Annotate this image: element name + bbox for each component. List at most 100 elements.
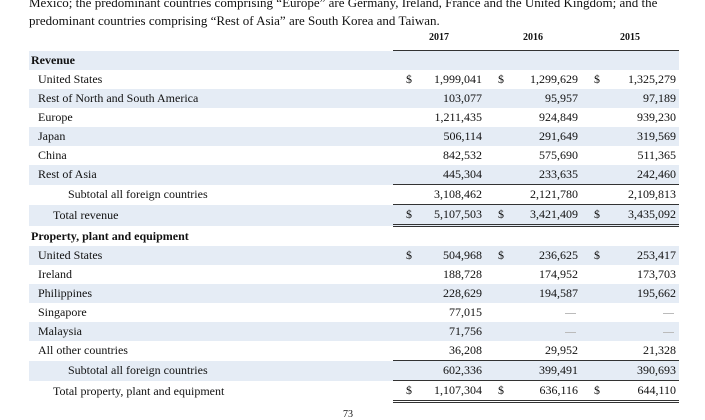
subtotal-2015: 2,109,813 [601,184,679,205]
value-2016: 233,635 [505,165,581,185]
value-2015: 242,460 [601,165,679,185]
value-2015: 1,325,279 [628,72,676,86]
ppe-heading-row: Property, plant and equipment [29,226,679,247]
value-2016: 291,649 [505,127,581,146]
dollar-sign [581,89,601,108]
value-2015: 511,365 [637,148,676,162]
row-label: Rest of North and South America [29,89,393,108]
dollar-sign [581,146,601,165]
total-2017: 1,107,304 [413,380,485,403]
value-2016: 174,952 [539,267,578,281]
dollar-sign: $ [498,72,504,86]
value-2017: 36,208 [449,343,482,357]
year-header-row: 2017 2016 2015 [29,29,679,51]
subtotal-2015: 390,693 [601,360,679,381]
value-2017: 1,999,041 [434,72,482,86]
dollar-sign [485,284,505,303]
ppe-subtotal-row: Subtotal all foreign countries 602,336 399… [29,360,679,381]
dash-mark [565,331,576,333]
dollar-sign [581,265,601,284]
dollar-sign [485,146,505,165]
dollar-sign [581,108,601,127]
row-label: Rest of Asia [29,165,393,185]
value-2016: 194,587 [505,284,581,303]
row-label: Europe [38,110,73,124]
row-label: Malaysia [29,322,393,341]
empty-value [505,303,581,322]
row-label: All other countries [38,343,128,358]
value-2017: 103,077 [413,89,485,108]
intro-line-1: Mexico; the predominant countries compri… [29,0,658,10]
value-2016: 575,690 [539,148,578,162]
dollar-sign [485,108,505,127]
value-2017: 506,114 [413,127,485,146]
ppe-row: All other countries 36,208 29,952 21,328 [29,341,679,361]
total-label: Total property, plant and equipment [53,383,225,398]
value-2017: 228,629 [413,284,485,303]
total-2017: 5,107,503 [413,204,485,227]
ppe-total-row: Total property, plant and equipment $1,10… [29,380,679,403]
ppe-row: United States $504,968 $236,625 $253,417 [29,246,679,265]
dollar-sign [485,322,505,341]
row-label: United States [29,246,393,265]
value-2017: 71,756 [413,322,485,341]
subtotal-2017: 3,108,462 [413,184,485,205]
row-label: Japan [29,127,393,146]
revenue-subtotal-row: Subtotal all foreign countries 3,108,462 2… [29,184,679,205]
value-2017: 842,532 [443,148,482,162]
ppe-row: Malaysia 71,756 [29,322,679,341]
dollar-sign [485,265,505,284]
row-label: Ireland [38,267,72,281]
dollar-sign [581,360,601,381]
dollar-sign: $ [485,246,505,265]
year-header-2017: 2017 [393,29,485,51]
dollar-sign [485,89,505,108]
dollar-sign [485,127,505,146]
value-2016: 1,299,629 [530,72,578,86]
revenue-row: Japan 506,114 291,649 319,569 [29,127,679,146]
subtotal-label: Subtotal all foreign countries [68,187,208,201]
dollar-sign [393,360,413,381]
page-number: 73 [343,409,353,420]
dollar-sign [581,165,601,185]
dollar-sign [393,89,413,108]
value-2016: 924,849 [539,110,578,124]
dollar-sign [485,165,505,185]
value-2017: 1,211,435 [434,110,482,124]
dollar-sign [485,360,505,381]
value-2015: 21,328 [643,343,676,357]
value-2016: 95,957 [505,89,581,108]
dollar-sign: $ [581,246,601,265]
dollar-sign [485,303,505,322]
dollar-sign [393,322,413,341]
total-label: Total revenue [29,204,393,226]
total-2016: 3,421,409 [505,204,581,227]
ppe-row: Singapore 77,015 [29,303,679,322]
subtotal-2016: 399,491 [505,360,581,381]
value-2015: 173,703 [637,267,676,281]
revenue-row: United States $1,999,041 $1,299,629 $1,325,… [29,70,679,89]
row-label: United States [38,72,103,86]
dollar-sign: $ [485,380,505,403]
dollar-sign: $ [594,72,600,86]
dollar-sign: $ [393,204,413,227]
geographic-financial-table: 2017 2016 2015 Revenue United States $1,999,0… [29,29,679,403]
revenue-heading: Revenue [29,50,679,70]
value-2017: 445,304 [413,165,485,185]
dollar-sign: $ [393,380,413,403]
row-label: Singapore [38,305,87,319]
value-2017: 188,728 [443,267,482,281]
ppe-heading: Property, plant and equipment [31,229,189,243]
year-header-2016: 2016 [485,29,581,51]
ppe-row: Philippines 228,629 194,587 195,662 [29,284,679,303]
subtotal-label: Subtotal all foreign countries [29,360,393,381]
header-spacer [29,29,393,51]
subtotal-2017: 602,336 [413,360,485,381]
dollar-sign [581,284,601,303]
revenue-total-row: Total revenue $5,107,503 $3,421,409 $3,435,… [29,204,679,227]
value-2017: 77,015 [449,305,482,319]
dollar-sign [581,127,601,146]
year-header-2015: 2015 [581,29,679,51]
dollar-sign: $ [393,246,413,265]
value-2015: 195,662 [601,284,679,303]
